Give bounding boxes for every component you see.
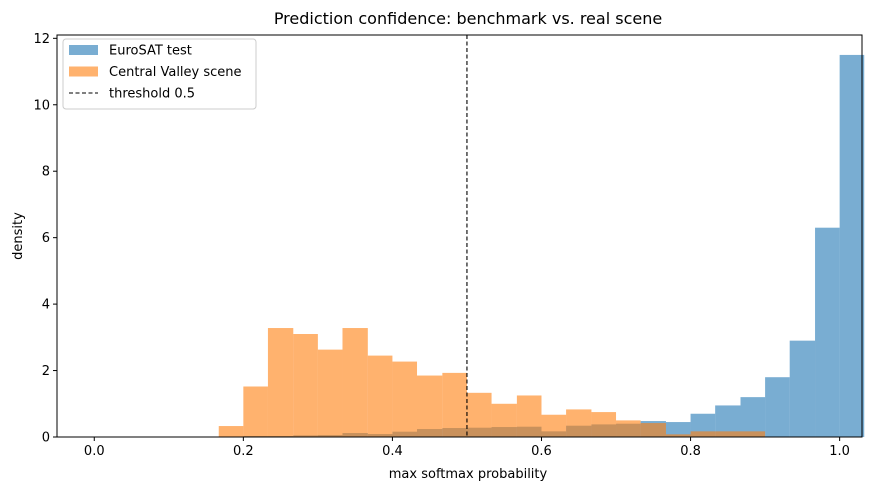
axes-frame (56, 34, 863, 438)
histogram-bar (566, 409, 592, 437)
y-axis-ticks: 0 2 4 6 8 10 12 (33, 32, 57, 446)
chart-title: Prediction confidence: benchmark vs. rea… (274, 9, 662, 28)
x-axis-ticks: 0.0 0.2 0.4 0.6 0.8 1.0 (84, 437, 850, 459)
x-tick-label: 0.2 (233, 444, 254, 459)
histogram-bar (740, 431, 766, 437)
x-tick-label: 0.0 (84, 444, 105, 459)
histogram-bars (218, 54, 865, 438)
x-tick-label: 1.0 (829, 444, 850, 459)
legend: EuroSAT test Central Valley scene threshol… (62, 38, 257, 110)
histogram-bar (616, 420, 641, 437)
legend-label: threshold 0.5 (109, 87, 195, 102)
histogram-bar (665, 422, 691, 437)
series-1-bars (218, 328, 766, 437)
y-tick-label: 0 (42, 431, 50, 446)
legend-entry: Central Valley scene (69, 65, 242, 80)
histogram-bar (516, 395, 542, 437)
histogram-bar (690, 431, 716, 437)
axes-frame (56, 34, 863, 438)
histogram-bar (789, 340, 816, 437)
histogram-bar (243, 386, 268, 437)
legend-swatch (69, 66, 98, 77)
legend-label: EuroSAT test (109, 44, 192, 59)
y-tick-label: 6 (42, 231, 50, 246)
y-tick-label: 2 (42, 364, 50, 379)
histogram-bar (367, 355, 393, 437)
histogram-bar (765, 377, 790, 437)
legend-swatch (69, 45, 98, 55)
histogram-bar (541, 414, 567, 437)
histogram-bar (442, 372, 467, 437)
histogram-bar (267, 328, 294, 437)
histogram-bar (815, 227, 840, 437)
y-tick-label: 4 (42, 298, 50, 313)
histogram-bar (218, 426, 244, 437)
legend-box (62, 38, 257, 110)
histogram-bar (417, 375, 443, 437)
histogram-bar (491, 403, 517, 437)
histogram-bar (839, 54, 865, 438)
x-tick-label: 0.6 (531, 444, 552, 459)
y-tick-label: 8 (42, 165, 50, 180)
y-axis-label: density (11, 212, 26, 260)
histogram-bar (740, 397, 766, 437)
histogram-bar (342, 328, 368, 437)
histogram-bar (317, 349, 343, 437)
histogram-bar (665, 434, 691, 437)
x-tick-label: 0.4 (382, 444, 403, 459)
histogram-bar (690, 413, 716, 437)
histogram-bar (466, 392, 492, 437)
y-tick-label: 12 (33, 32, 50, 47)
x-tick-label: 0.8 (680, 444, 701, 459)
x-axis-label: max softmax probability (389, 467, 548, 482)
legend-entry: threshold 0.5 (69, 87, 195, 102)
histogram-bar (293, 334, 318, 437)
legend-entry: EuroSAT test (69, 44, 192, 59)
legend-label: Central Valley scene (109, 65, 242, 80)
y-tick-label: 10 (33, 98, 50, 113)
histogram-bar (715, 431, 741, 437)
histogram-bar (591, 412, 617, 437)
histogram-bar (640, 423, 666, 437)
histogram-bar (392, 361, 418, 437)
